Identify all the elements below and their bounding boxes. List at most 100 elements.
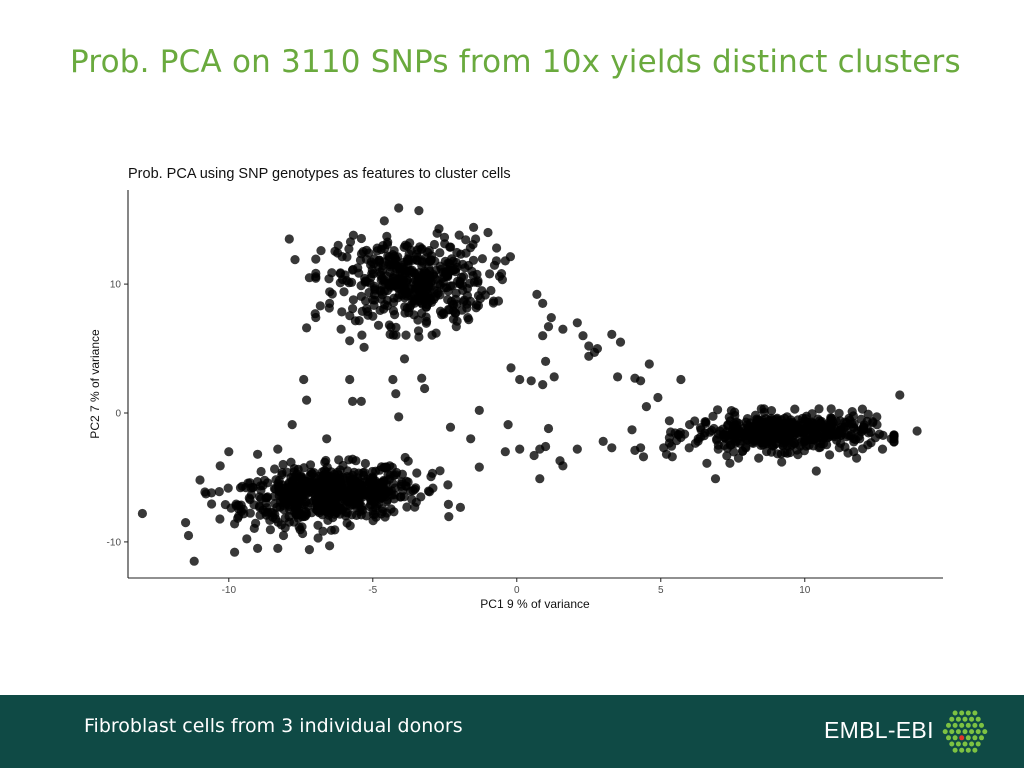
data-point <box>282 485 292 495</box>
data-point <box>389 246 399 256</box>
logo-dot <box>949 729 955 735</box>
data-point <box>215 514 225 524</box>
data-point <box>391 264 402 274</box>
data-point <box>265 525 275 535</box>
data-point <box>388 297 399 308</box>
data-point <box>396 276 406 287</box>
data-point <box>477 254 487 264</box>
data-point <box>278 500 288 510</box>
data-point <box>299 374 309 385</box>
data-point <box>578 331 588 341</box>
data-point <box>461 235 471 245</box>
data-point <box>451 322 461 332</box>
data-point <box>693 434 703 444</box>
data-point <box>627 425 637 435</box>
data-point <box>382 231 392 241</box>
data-point <box>772 414 782 424</box>
data-point <box>807 423 817 434</box>
data-point <box>416 278 426 288</box>
data-point <box>315 487 325 497</box>
data-point <box>278 493 288 503</box>
data-point <box>360 476 370 487</box>
data-point <box>413 315 423 325</box>
data-point <box>253 543 263 554</box>
y-tick-label: 10 <box>110 280 122 291</box>
data-point <box>506 363 516 373</box>
logo-dot <box>949 716 955 722</box>
data-point <box>304 545 314 555</box>
logo-dot <box>969 729 975 735</box>
data-point <box>515 444 525 454</box>
data-point <box>339 287 349 297</box>
data-point <box>353 263 363 273</box>
data-point <box>471 234 481 244</box>
data-point <box>778 422 788 432</box>
data-point <box>443 480 453 490</box>
data-point <box>877 444 888 454</box>
logo-dot <box>955 741 961 747</box>
data-point <box>263 492 273 502</box>
data-point <box>405 265 415 276</box>
pca-scatter-chart: Prob. PCA using SNP genotypes as feature… <box>88 166 943 611</box>
logo-dot <box>952 722 958 728</box>
data-point <box>460 263 470 273</box>
data-point <box>384 486 394 496</box>
data-point <box>676 374 686 385</box>
data-point <box>768 441 778 451</box>
data-point <box>486 285 496 296</box>
data-point <box>298 475 308 485</box>
data-point <box>302 323 312 333</box>
logo-dot <box>982 729 988 735</box>
data-point <box>414 206 424 216</box>
logo-dot <box>962 716 968 722</box>
data-point <box>446 242 456 252</box>
data-point <box>345 374 355 385</box>
data-point <box>866 438 876 448</box>
data-point <box>345 521 355 531</box>
data-point <box>700 417 710 427</box>
data-point <box>298 528 308 539</box>
logo-dot <box>972 735 978 741</box>
data-point <box>538 298 548 308</box>
data-point <box>912 426 922 436</box>
data-point <box>713 405 723 415</box>
data-point <box>310 309 320 319</box>
data-point <box>532 289 542 299</box>
logo-dot <box>972 710 978 716</box>
logo-dot <box>946 735 951 741</box>
data-point <box>429 239 439 250</box>
data-point <box>356 510 366 520</box>
data-point <box>404 283 414 293</box>
data-point <box>391 389 401 399</box>
data-point <box>426 472 436 482</box>
data-point <box>230 519 240 529</box>
data-point <box>664 416 675 426</box>
data-point <box>414 332 424 342</box>
data-point <box>397 290 407 300</box>
data-point <box>370 509 380 519</box>
data-point <box>572 444 582 454</box>
data-point <box>558 461 568 471</box>
data-point <box>455 279 465 289</box>
logo-dot <box>975 741 981 747</box>
data-point <box>399 242 409 252</box>
data-point <box>529 450 539 461</box>
data-point <box>790 404 800 414</box>
data-point <box>858 422 869 432</box>
data-point <box>390 254 400 264</box>
data-point <box>835 416 845 426</box>
brand-wordmark: EMBL-EBI <box>824 717 934 743</box>
data-point <box>800 436 810 446</box>
data-point <box>326 525 336 535</box>
data-point <box>348 396 358 406</box>
data-point <box>733 453 744 463</box>
logo-dot <box>962 741 968 747</box>
data-point <box>543 322 554 332</box>
data-point <box>325 541 335 551</box>
data-point <box>356 396 366 406</box>
data-point <box>644 359 654 369</box>
data-point <box>384 320 394 330</box>
data-point <box>465 243 475 253</box>
data-point <box>852 453 862 463</box>
data-point <box>345 336 355 346</box>
